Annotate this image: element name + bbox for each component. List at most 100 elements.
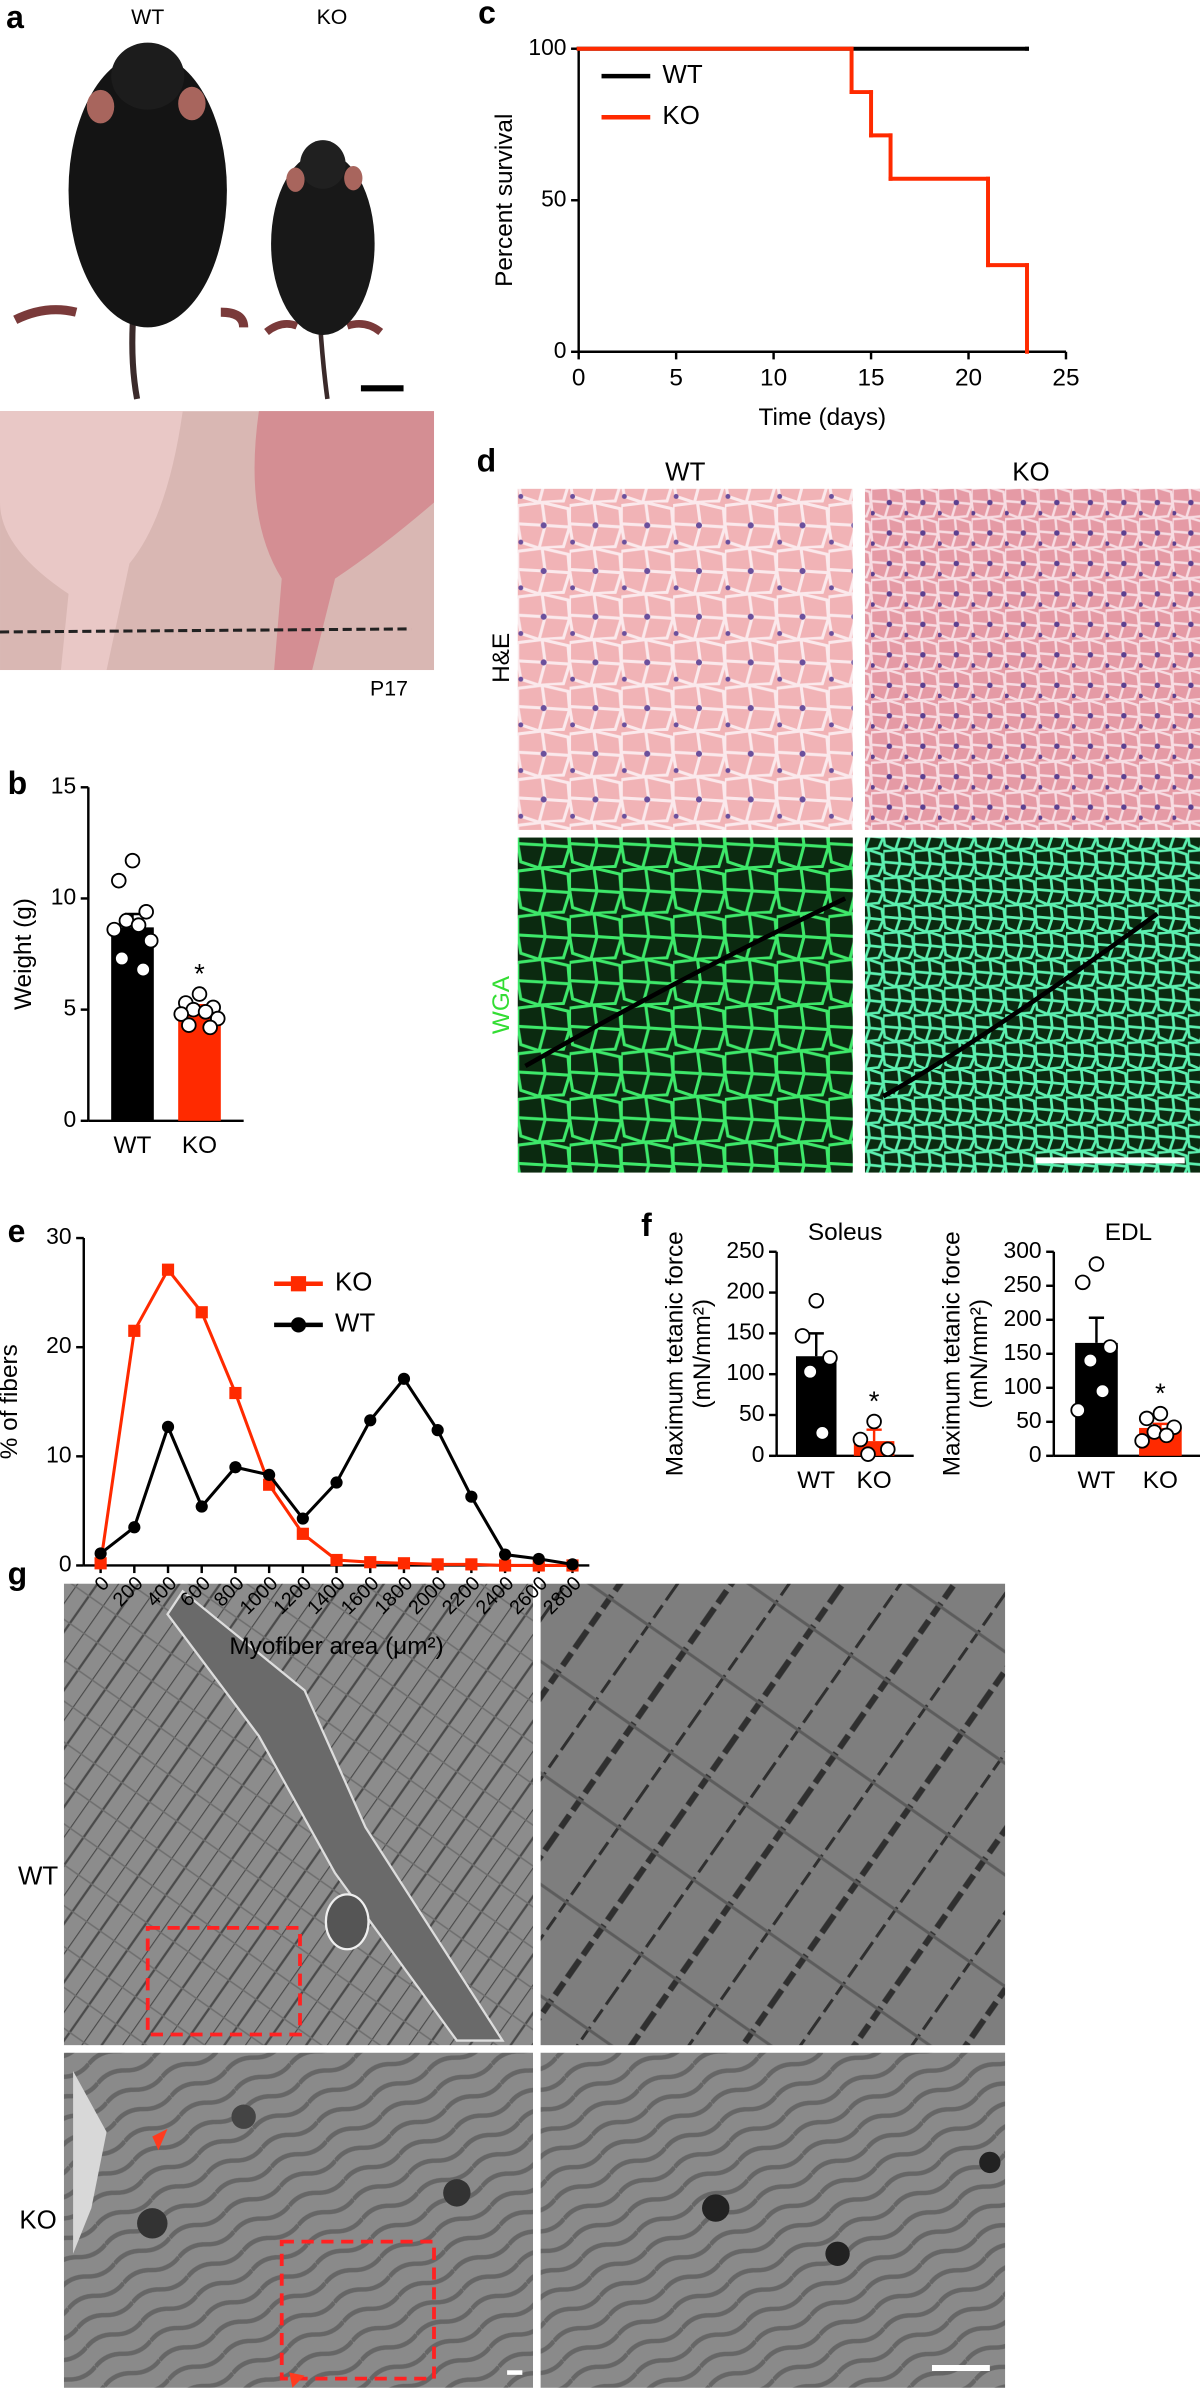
leg-photo: P17 [0,411,435,700]
marker [195,1500,208,1513]
y-axis-label: (mN/mm²) [966,1299,993,1409]
marker [498,1559,512,1572]
marker [566,1558,579,1571]
y-tick-label: 100 [528,34,566,60]
legend-label: WT [662,61,702,89]
data-point [866,1413,882,1430]
x-tick-label: 15 [858,365,885,392]
data-point [191,986,208,1002]
marker [229,1386,242,1400]
data-point [114,950,130,967]
row-label: H&E [488,633,515,683]
data-point [1102,1339,1118,1355]
data-point [135,961,151,978]
marker [229,1461,242,1474]
x-tick-label: WT [1078,1467,1116,1494]
y-tick-label: 50 [541,185,566,211]
data-point [1074,1274,1091,1291]
annotation: * [1155,1378,1166,1409]
marker [465,1490,478,1503]
data-point [1094,1383,1111,1399]
marker [161,1263,175,1276]
panel-letter: g [8,1556,28,1592]
marker [161,1420,175,1433]
y-axis-label: Percent survival [491,114,518,287]
column-label: KO [1012,458,1049,486]
data-point [808,1292,825,1309]
legend-label: WT [335,1310,375,1338]
legend-label: KO [662,102,699,130]
y-tick-label: 250 [1004,1271,1042,1297]
y-tick-label: 5 [63,995,76,1021]
legend-marker [290,1276,307,1292]
row-label: KO [19,2207,56,2235]
chart: 0 50 100 0 5 10 15 20 25 Percent survival Time (da… [491,34,1080,431]
panel-letter: e [8,1213,26,1249]
marker [532,1552,545,1566]
x-tick-label: KO [182,1132,217,1159]
data-point [111,872,127,889]
marker [330,1476,343,1489]
y-axis-label: % of fibers [0,1344,23,1459]
marker [263,1468,276,1481]
data-point [1134,1433,1150,1449]
y-axis-label: Maximum tetanic force [662,1231,689,1476]
data-point [124,852,141,869]
x-axis-label: Time (days) [758,404,886,431]
marker [296,1527,309,1540]
data-point [173,1006,189,1022]
panel-letter: a [6,0,24,35]
age-label: P17 [370,676,408,700]
marker [364,1556,377,1569]
chart: 0 50 100 150 200 250 Maximum tetanic force (mN/… [662,1219,914,1494]
y-tick-label: 0 [1029,1441,1042,1467]
marker [296,1512,309,1525]
marker [431,1424,444,1437]
marker [498,1548,512,1561]
column-label: WT [665,458,705,486]
series-line [99,1376,573,1566]
mouse-photo: WT KO [13,5,404,400]
chart-title: EDL [1105,1219,1152,1246]
data-point [202,1019,218,1036]
x-tick-label: 20 [955,365,982,392]
data-point [1158,1427,1175,1444]
data-point [802,1363,818,1380]
x-tick-label: WT [114,1132,152,1159]
data-point [1138,1410,1155,1427]
x-tick-label: 10 [760,365,787,392]
x-tick-label: 25 [1052,365,1079,392]
y-tick-label: 250 [726,1237,764,1263]
column-label: KO [317,5,348,29]
marker [364,1414,377,1427]
y-tick-label: 15 [51,772,76,798]
y-tick-label: 150 [1004,1339,1042,1365]
data-point [822,1350,838,1366]
y-tick-label: 0 [752,1441,765,1467]
y-tick-label: 0 [59,1550,72,1576]
y-tick-label: 200 [1004,1305,1042,1331]
marker [465,1558,478,1571]
panel-letter: f [641,1207,652,1243]
marker [128,1324,141,1337]
y-tick-label: 10 [46,1441,71,1467]
marker [263,1478,276,1491]
x-tick-label: KO [857,1467,892,1494]
x-tick-label: 5 [669,365,683,392]
panel-letter: c [478,0,496,31]
x-tick-label: 0 [572,365,586,392]
legend-marker [290,1317,307,1333]
marker [431,1558,444,1571]
x-tick-label: WT [797,1467,835,1494]
y-tick-label: 150 [726,1318,764,1344]
data-point [860,1446,876,1462]
data-point [197,1004,214,1020]
data-point [1070,1402,1086,1419]
data-point [130,917,147,933]
error-bar [866,1428,882,1442]
y-tick-label: 100 [726,1359,764,1385]
data-point [1088,1256,1105,1272]
column-label: WT [131,5,164,29]
y-tick-label: 0 [63,1106,76,1132]
marker [397,1372,411,1385]
